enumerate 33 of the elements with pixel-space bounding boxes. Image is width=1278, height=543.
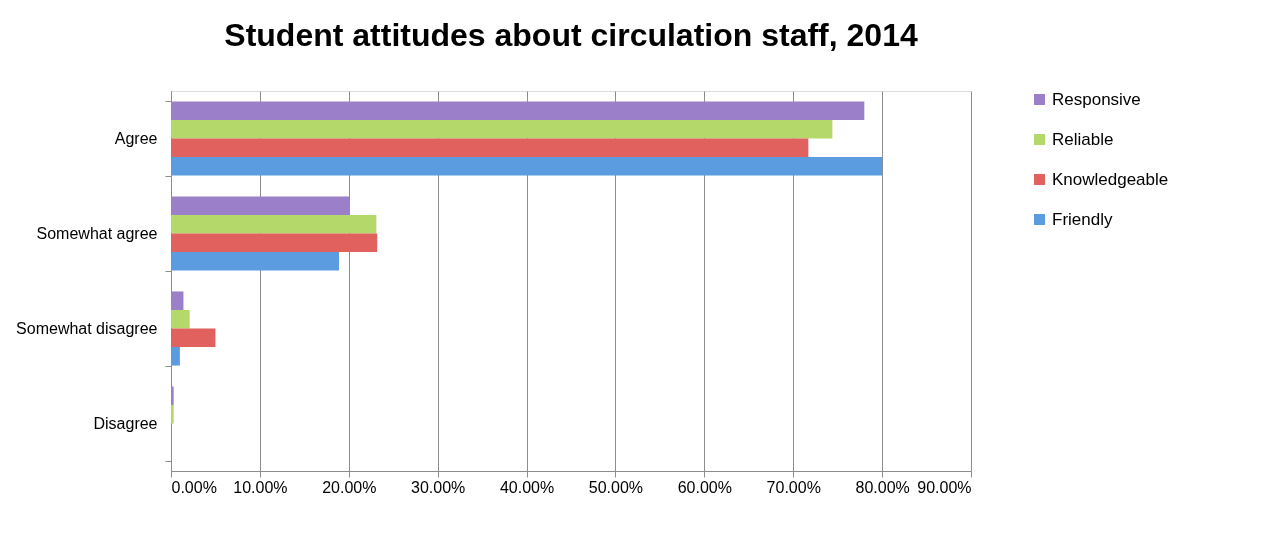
bar [171,196,350,215]
bar [171,138,809,158]
x-tick-label: 0.00% [171,478,217,496]
bar [171,157,883,176]
bar [171,404,174,424]
bar [171,101,865,120]
legend-label: Knowledgeable [1052,169,1169,189]
x-tick-label: 90.00% [917,478,972,496]
bar [171,233,378,253]
y-tick-label: Somewhat disagree [16,320,158,337]
legend-label: Responsive [1052,89,1141,109]
x-tick-label: 30.00% [411,478,466,496]
chart-title: Student attitudes about circulation staff, 2014 [224,17,918,53]
bar [171,386,174,405]
x-tick-label: 40.00% [499,478,555,496]
bar [171,119,833,139]
x-tick-label: 50.00% [588,478,644,496]
x-tick-label: 20.00% [322,478,377,496]
legend-label: Reliable [1052,129,1114,149]
bar [171,214,377,234]
x-tick-label: 60.00% [677,478,732,496]
bar [171,328,216,348]
x-tick-label: 10.00% [233,478,288,496]
y-tick-label: Somewhat agree [36,225,158,242]
bar [171,291,184,310]
bar [171,309,190,329]
bar [171,252,339,271]
y-tick-label: Agree [114,130,158,147]
x-tick-label: 80.00% [855,478,910,496]
y-tick-label: Disagree [93,415,158,432]
legend-label: Friendly [1052,209,1113,229]
bar [171,347,180,366]
x-tick-label: 70.00% [766,478,821,496]
